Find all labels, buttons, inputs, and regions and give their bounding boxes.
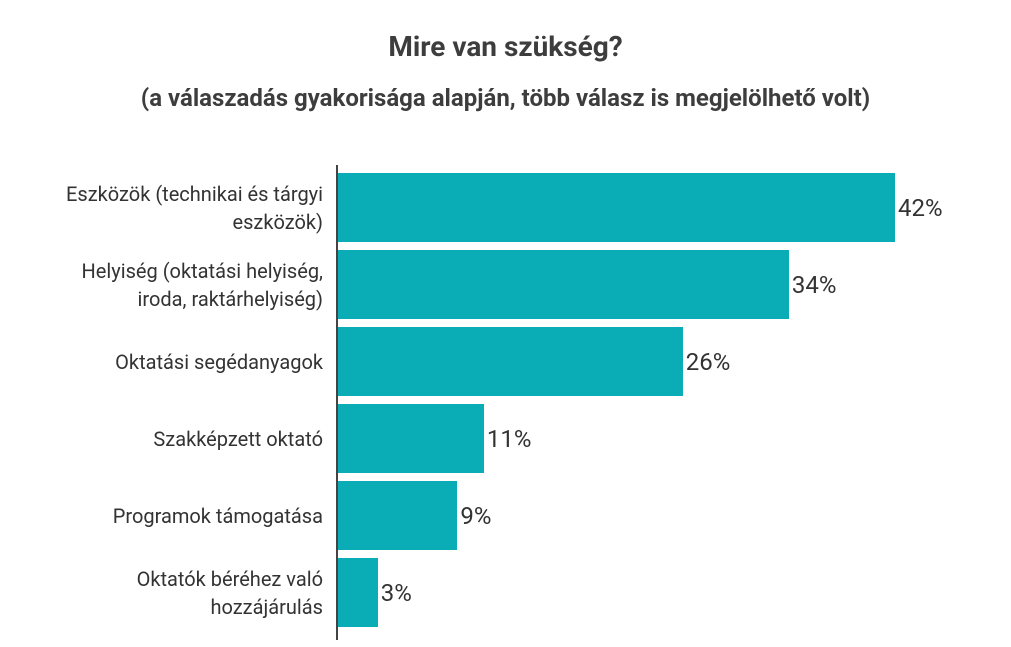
value-label: 34% — [791, 270, 837, 299]
category-label: Szakképzett oktató — [153, 426, 323, 451]
bar — [338, 481, 458, 550]
value-label: 26% — [685, 347, 731, 376]
value-label: 42% — [898, 193, 943, 222]
chart-title: Mire van szükség? — [388, 30, 623, 63]
bar — [338, 327, 683, 396]
value-label: 9% — [460, 501, 492, 530]
category-label: Helyiség (oktatási helyiség, iroda, rakt… — [81, 258, 323, 311]
category-label: Oktatók béréhez való hozzájárulás — [136, 566, 323, 619]
category-label: Eszközök (technikai és tárgyi eszközök) — [66, 181, 323, 234]
category-label: Oktatási segédanyagok — [115, 349, 323, 374]
category-label: Programok támogatása — [112, 503, 323, 528]
value-label: 11% — [486, 424, 532, 453]
value-label: 3% — [380, 578, 412, 607]
axis-line — [336, 165, 338, 640]
bar — [338, 250, 789, 319]
bar — [338, 558, 378, 627]
chart-subtitle: (a válaszadás gyakorisága alapján, több … — [140, 84, 871, 112]
bar — [338, 404, 484, 473]
bar — [338, 173, 895, 242]
